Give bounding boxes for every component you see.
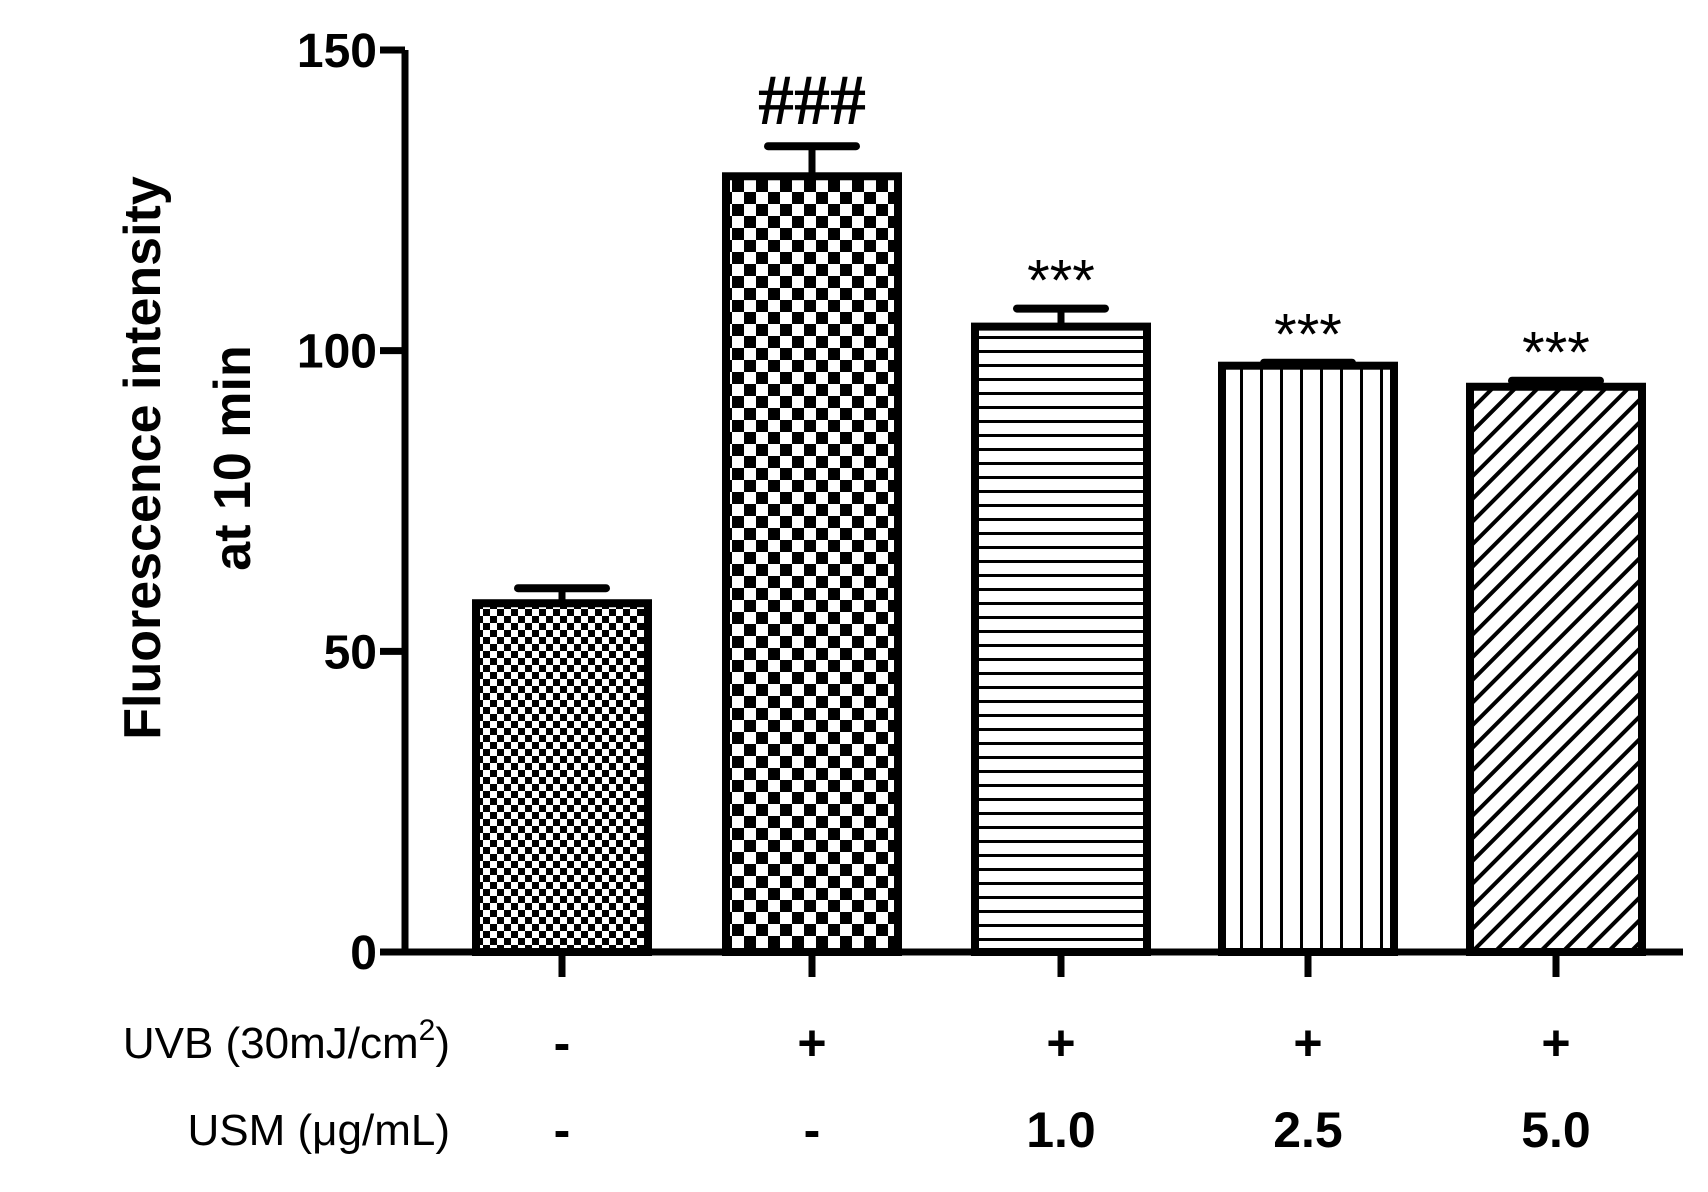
row-1-value-5: + (1541, 1015, 1570, 1071)
row-1-value-3: + (1046, 1015, 1075, 1071)
significance-label-3: *** (1027, 249, 1095, 314)
row-1-value-2: + (797, 1015, 826, 1071)
axes: 0 50 100 150 (297, 25, 1683, 980)
significance-label-2: ### (758, 60, 866, 140)
significance-label-5: *** (1522, 321, 1590, 386)
row-2-value-5: 5.0 (1521, 1102, 1591, 1158)
chart-marks: ### *** *** *** (472, 60, 1646, 957)
bar-2 (722, 172, 902, 956)
bar-1 (472, 599, 652, 957)
y-axis-title-line2: at 10 min (204, 345, 262, 570)
y-tick-label-150: 150 (297, 25, 377, 78)
row-2-value-3: 1.0 (1026, 1102, 1096, 1158)
row-1-value-1: - (554, 1015, 571, 1071)
bar-4 (1218, 361, 1398, 956)
y-tick-label-50: 50 (324, 626, 377, 679)
row-label-1: UVB (30mJ/cm2) (123, 1014, 450, 1068)
y-tick-label-0: 0 (350, 927, 377, 980)
condition-rows: UVB (30mJ/cm2) - + + + + USM (μg/mL) - - 1.0 2.5 5.… (123, 1014, 1591, 1158)
y-axis-title-line1: Fluorescence intensity (114, 176, 172, 740)
y-tick-label-100: 100 (297, 326, 377, 379)
row-label-2: USM (μg/mL) (188, 1106, 450, 1155)
bar-3 (971, 322, 1151, 956)
bar-5 (1466, 382, 1646, 957)
y-axis-title: Fluorescence intensity at 10 min (114, 176, 262, 740)
significance-label-4: *** (1274, 303, 1342, 368)
row-2-value-4: 2.5 (1273, 1102, 1343, 1158)
row-2-value-1: - (554, 1102, 571, 1158)
row-1-value-4: + (1293, 1015, 1322, 1071)
row-2-value-2: - (804, 1102, 821, 1158)
